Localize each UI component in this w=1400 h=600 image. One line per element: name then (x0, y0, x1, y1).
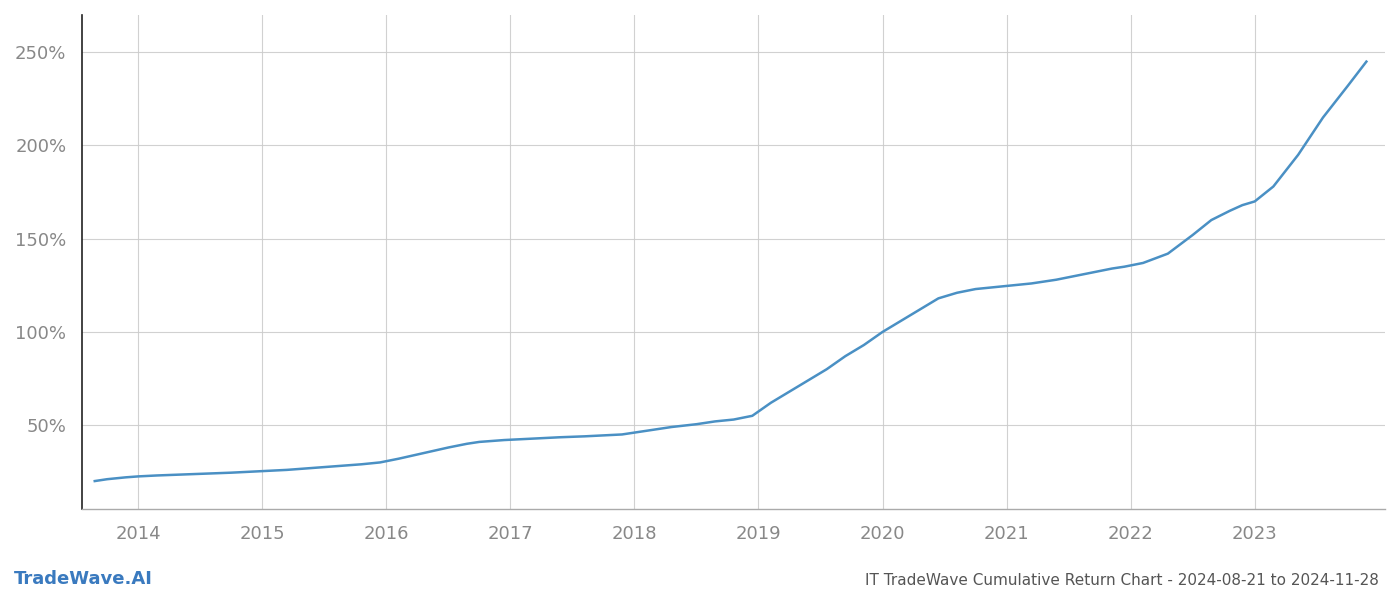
Text: IT TradeWave Cumulative Return Chart - 2024-08-21 to 2024-11-28: IT TradeWave Cumulative Return Chart - 2… (865, 573, 1379, 588)
Text: TradeWave.AI: TradeWave.AI (14, 570, 153, 588)
